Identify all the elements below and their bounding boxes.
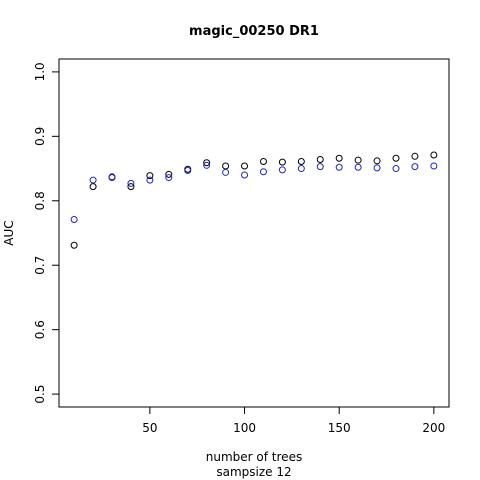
y-tick-label: 1.0 [33, 62, 47, 81]
y-tick-label: 0.5 [33, 385, 47, 404]
y-tick-label: 0.9 [33, 127, 47, 146]
y-tick-label: 0.8 [33, 191, 47, 210]
y-axis-label: AUC [2, 220, 16, 245]
chart-title: magic_00250 DR1 [189, 24, 319, 39]
x-tick-label: 50 [142, 421, 157, 435]
x-tick-label: 200 [422, 421, 445, 435]
x-tick-label: 150 [328, 421, 351, 435]
x-axis-sublabel: sampsize 12 [216, 465, 291, 479]
y-tick-label: 0.7 [33, 256, 47, 275]
y-tick-label: 0.6 [33, 320, 47, 339]
x-tick-label: 100 [233, 421, 256, 435]
x-axis-label: number of trees [206, 450, 302, 464]
